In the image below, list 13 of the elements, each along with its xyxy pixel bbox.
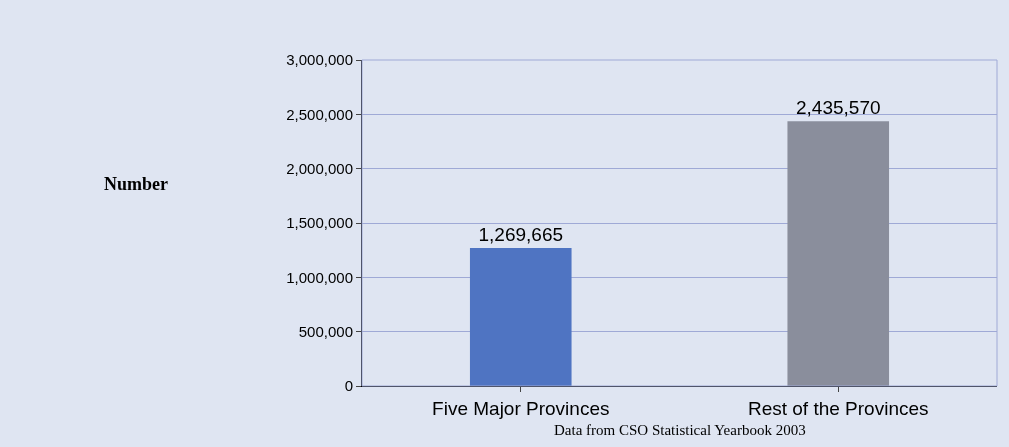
y-tick-label: 1,000,000 — [286, 268, 353, 286]
x-tick-label: Five Major Provinces — [432, 397, 610, 419]
text: Data from CSO Statistical Yearbook 2003 — [554, 422, 806, 438]
y-tick-label: 2,500,000 — [286, 105, 353, 123]
x-tick-label: Rest of the Provinces — [747, 397, 929, 419]
data-label: 2,435,570 — [795, 97, 881, 119]
y-tick-label: 1,500,000 — [286, 214, 353, 232]
y-tick-label: 3,000,000 — [286, 51, 353, 69]
y-tick-label: 0 — [344, 377, 353, 395]
y-tick-label: 500,000 — [298, 322, 353, 340]
data-label: 1,269,665 — [478, 224, 564, 246]
text: Number — [104, 174, 168, 194]
y-tick-label: 2,000,000 — [286, 159, 353, 177]
